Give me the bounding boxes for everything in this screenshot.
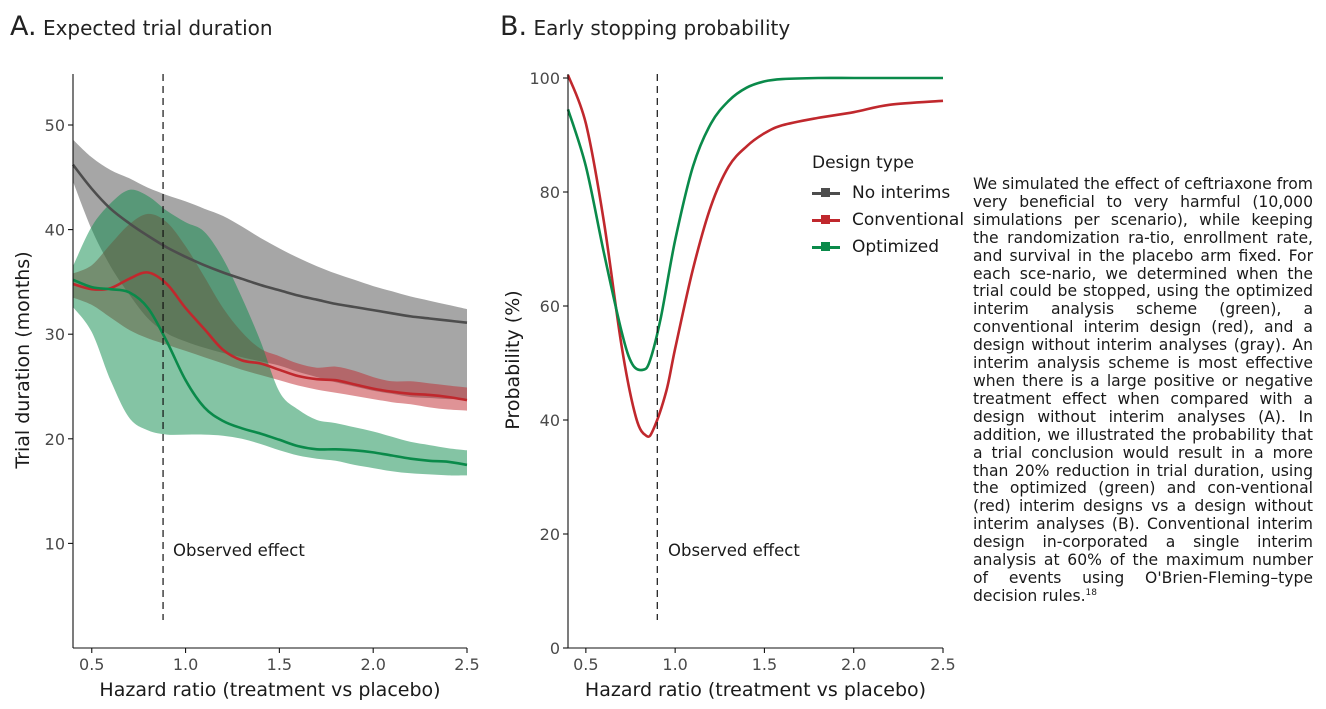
panel-a-title: A. Expected trial duration	[10, 11, 273, 42]
legend-key-conventional	[812, 213, 840, 227]
panel-a-y-tick-label: 30	[45, 325, 65, 344]
panel-b-reference-label: Observed effect	[668, 541, 800, 560]
legend-item-no-interims: No interims	[812, 179, 964, 206]
panel-b-title-text: Early stopping probability	[533, 16, 791, 40]
panel-b-y-tick-label: 40	[540, 411, 560, 430]
panel-a-y-tick-label: 40	[45, 221, 65, 240]
panel-a-line-conventional	[72, 271, 468, 402]
legend-label-no-interims: No interims	[852, 182, 951, 203]
panel-b-y-tick-label: 0	[550, 639, 560, 658]
panel-a-reference-label: Observed effect	[173, 541, 305, 560]
legend-title: Design type	[812, 153, 915, 173]
panel-b-x-tick-label: 2.5	[930, 655, 955, 674]
panel-b-line-optimized	[566, 76, 943, 372]
legend-label-conventional: Conventional	[852, 209, 965, 230]
panel-b-x-axis-label: Hazard ratio (treatment vs placebo)	[585, 679, 926, 701]
panel-b-x-tick-label: 0.5	[573, 655, 598, 674]
caption-text: We simulated the effect of ceftriaxone f…	[973, 175, 1313, 605]
legend-key-no-interims	[812, 186, 840, 200]
panel-a-x-axis-label: Hazard ratio (treatment vs placebo)	[99, 679, 440, 701]
panel-a-band-optimized	[73, 189, 467, 476]
panel-a-letter: A.	[10, 11, 37, 42]
panel-b-x-tick-label: 1.5	[752, 655, 777, 674]
panel-a-y-axis-label: Trial duration (months)	[12, 251, 34, 469]
legend-item-optimized: Optimized	[812, 233, 964, 260]
panel-b-y-tick-label: 20	[540, 525, 560, 544]
caption-reference: 18	[1085, 587, 1097, 598]
legend-key-optimized	[812, 240, 840, 254]
panel-a-x-tick-label: 2.0	[360, 655, 385, 674]
panel-b-x-tick-label: 1.0	[662, 655, 687, 674]
panel-a-title-text: Expected trial duration	[42, 16, 273, 40]
panel-b-y-axis-label: Probability (%)	[502, 290, 524, 429]
legend-item-conventional: Conventional	[812, 206, 964, 233]
panel-b-letter: B.	[500, 11, 528, 42]
panel-a-y-tick-label: 10	[45, 534, 65, 553]
panel-b-title: B. Early stopping probability	[500, 11, 790, 42]
panel-a-x-tick-label: 2.5	[454, 655, 479, 674]
panel-a-x-tick-label: 1.0	[173, 655, 198, 674]
figure-caption: We simulated the effect of ceftriaxone f…	[973, 175, 1313, 606]
panel-a-y-tick-label: 20	[45, 430, 65, 449]
panel-a-line-no-interims	[71, 163, 468, 324]
panel-a-line-optimized	[72, 278, 468, 467]
panel-b-x-tick-label: 2.0	[841, 655, 866, 674]
legend-label-optimized: Optimized	[852, 236, 940, 257]
panel-b-y-tick-label: 60	[540, 297, 560, 316]
panel-a-y-tick-label: 50	[45, 116, 65, 135]
legend: Design type No interims Conventional Opt…	[812, 153, 964, 260]
panel-a-x-tick-label: 1.5	[267, 655, 292, 674]
panel-b-y-tick-label: 100	[529, 69, 560, 88]
panel-b-y-tick-label: 80	[540, 183, 560, 202]
panel-a-x-tick-label: 0.5	[79, 655, 104, 674]
